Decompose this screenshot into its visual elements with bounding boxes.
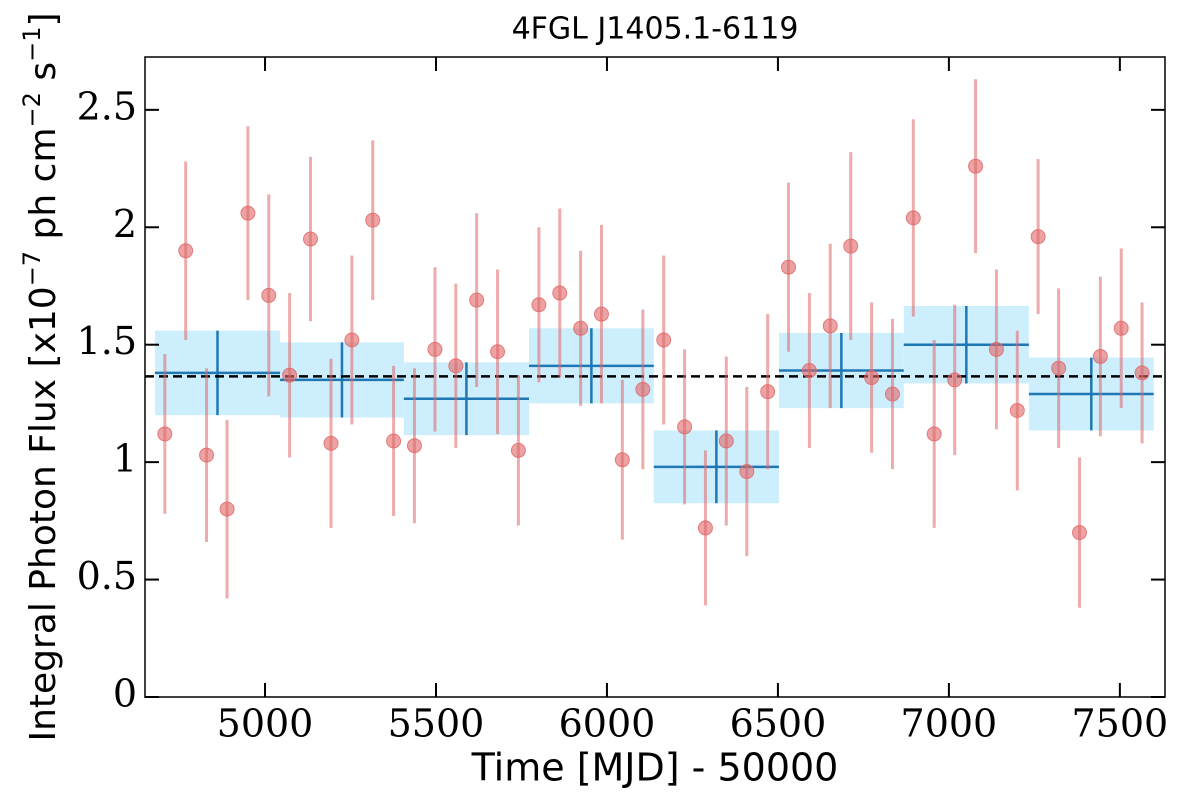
y-label-part: s (23, 62, 64, 92)
point (1072, 525, 1088, 541)
point (739, 464, 755, 480)
y-label-part: Integral Photon Flux [x10 (23, 286, 64, 741)
chart-title: 4FGL J1405.1-6119 (512, 12, 799, 47)
y-label-sup: −1 (18, 27, 46, 62)
point (884, 386, 900, 402)
point (344, 332, 360, 348)
point (323, 435, 339, 451)
x-tick-label: 6500 (730, 702, 827, 746)
x-tick-label: 7500 (1072, 702, 1169, 746)
point (635, 381, 651, 397)
point (677, 419, 693, 435)
x-axis-label: Time [MJD] - 50000 (471, 746, 839, 790)
point (968, 158, 984, 174)
point (531, 297, 547, 313)
point (718, 433, 734, 449)
point (656, 332, 672, 348)
x-tick-label: 7000 (901, 702, 998, 746)
x-tick-label: 5500 (388, 702, 485, 746)
plot-frame (144, 56, 1166, 698)
point (1030, 229, 1046, 245)
point (905, 210, 921, 226)
y-label-sup: −2 (18, 92, 46, 127)
point (864, 370, 880, 386)
point (1113, 320, 1129, 336)
y-tick-label: 2 (113, 202, 137, 246)
y-tick-label: 0 (113, 672, 137, 716)
point (1092, 348, 1108, 364)
point (199, 447, 215, 463)
y-tick-label: 2.5 (77, 84, 137, 128)
y-label-sup: −7 (18, 251, 46, 286)
point (219, 501, 235, 517)
point (760, 384, 776, 400)
point (697, 520, 713, 536)
point (593, 306, 609, 322)
y-label-part: ] (23, 12, 64, 26)
point (490, 344, 506, 360)
point (1134, 365, 1150, 381)
point (926, 426, 942, 442)
y-axis-label: Integral Photon Flux [x10−7 ph cm−2 s−1] (18, 12, 64, 741)
point (365, 212, 381, 228)
point (781, 259, 797, 275)
point (240, 205, 256, 221)
point (469, 292, 485, 308)
y-tick-label: 0.5 (77, 554, 137, 598)
point (427, 341, 443, 357)
point (302, 231, 318, 247)
point (573, 320, 589, 336)
point (988, 341, 1004, 357)
point (178, 243, 194, 259)
point (843, 238, 859, 254)
point (448, 358, 464, 374)
point (1009, 402, 1025, 418)
point (1051, 360, 1067, 376)
x-tick-label: 5000 (217, 702, 314, 746)
point (406, 438, 422, 454)
point (282, 367, 298, 383)
point (261, 287, 277, 303)
y-tick-label: 1.5 (77, 319, 137, 363)
y-label-part: ph cm (23, 127, 64, 250)
point (801, 363, 817, 379)
point (822, 318, 838, 334)
y-tick-label: 1 (113, 437, 137, 481)
x-tick-label: 6000 (559, 702, 656, 746)
point (157, 426, 173, 442)
point (614, 452, 630, 468)
point (947, 372, 963, 388)
point (386, 433, 402, 449)
point (510, 442, 526, 458)
point (552, 285, 568, 301)
